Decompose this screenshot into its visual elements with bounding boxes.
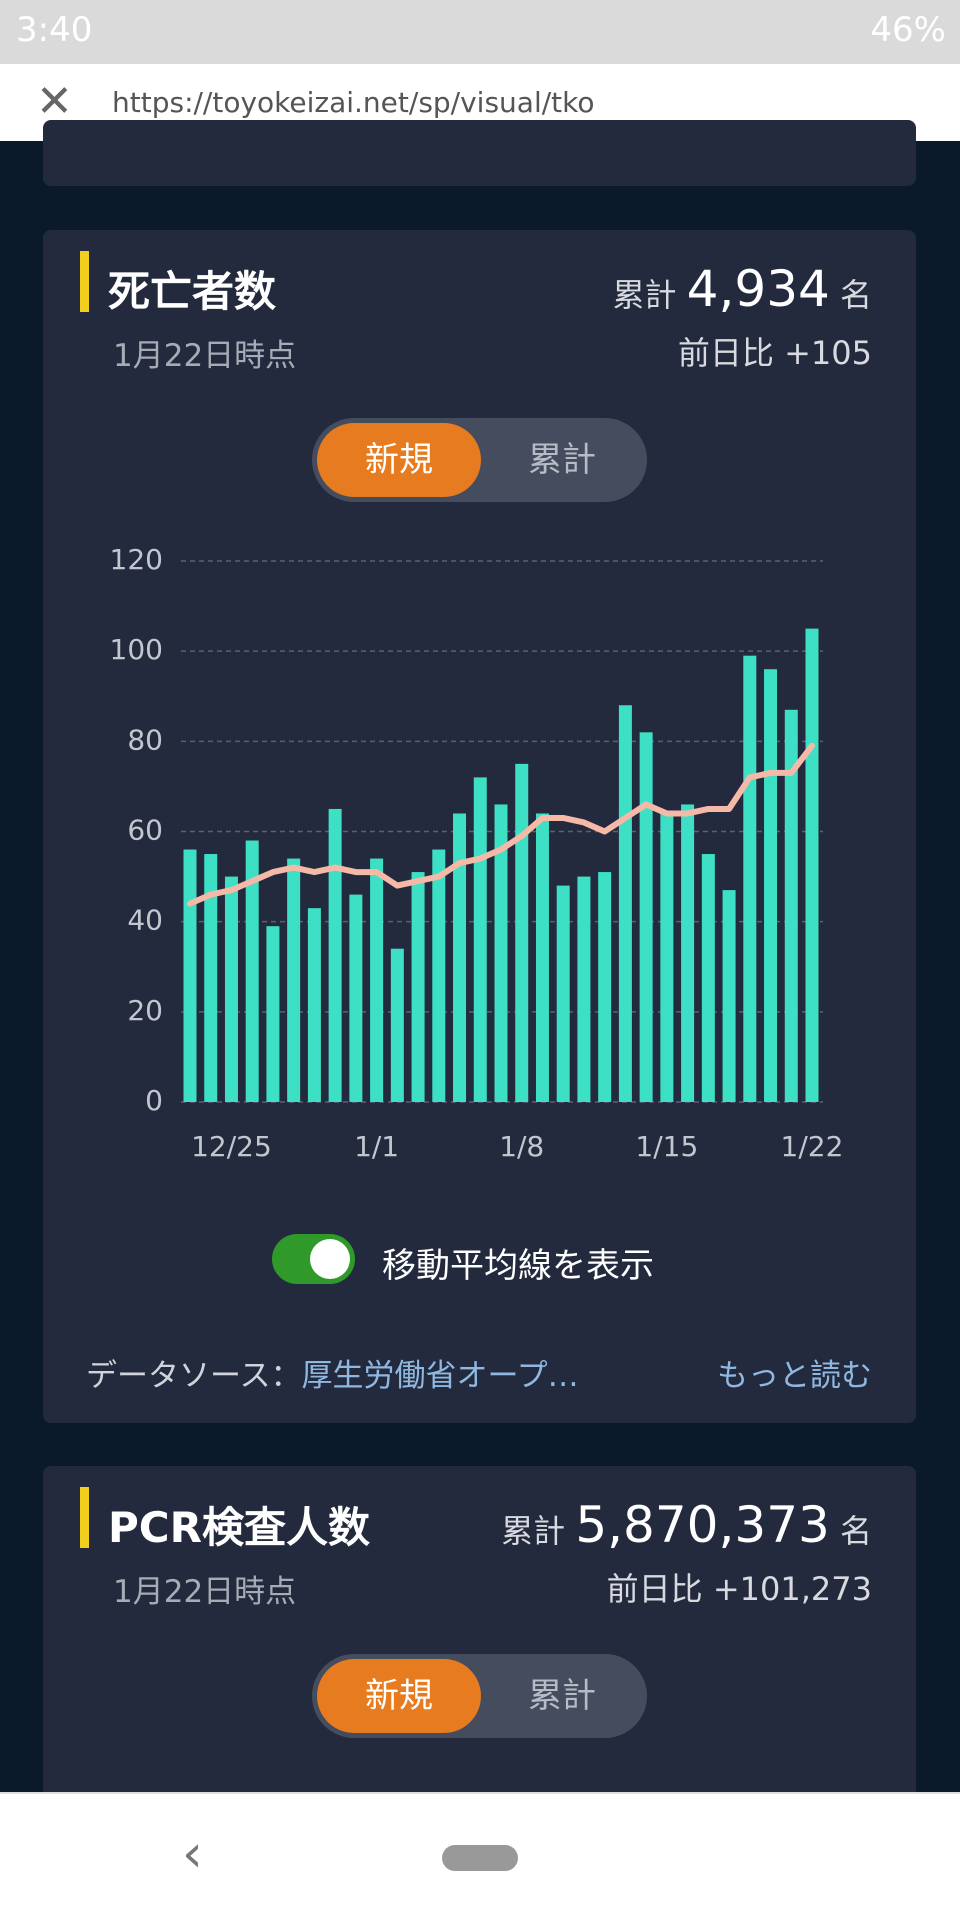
card-date: 1月22日時点	[113, 1574, 297, 1610]
battery: 46%	[870, 10, 946, 50]
source-link[interactable]: 厚生労働省オープ…	[301, 1358, 579, 1394]
card-title: 死亡者数	[108, 267, 277, 316]
bar	[618, 705, 632, 1102]
total-value: 5,870,373	[575, 1496, 830, 1554]
bar	[432, 849, 446, 1102]
x-tick-label: 1/1	[354, 1130, 399, 1163]
bar	[370, 858, 384, 1102]
bar	[701, 854, 715, 1102]
bar	[639, 732, 653, 1102]
y-tick-label: 60	[127, 814, 163, 847]
total: 累計 4,934 名	[612, 260, 872, 318]
bar	[764, 669, 778, 1102]
y-tick-label: 120	[110, 543, 163, 576]
bar	[681, 804, 695, 1102]
bar	[556, 885, 570, 1102]
bar	[224, 876, 238, 1102]
accent	[80, 1487, 89, 1548]
bar	[473, 777, 487, 1102]
bar	[660, 813, 674, 1102]
home-button[interactable]	[442, 1845, 518, 1871]
tab[interactable]: 新規	[317, 423, 481, 497]
tab[interactable]: 累計	[528, 1676, 596, 1716]
change: 前日比 +101,273	[606, 1570, 872, 1608]
status-bar: 3:40 46%	[0, 0, 960, 64]
x-tick-label: 1/15	[635, 1130, 698, 1163]
toggle-knob	[310, 1239, 350, 1279]
bar	[328, 808, 342, 1102]
bar	[494, 804, 508, 1102]
bar	[577, 876, 591, 1102]
bar	[266, 926, 280, 1102]
bar	[784, 709, 798, 1102]
change: 前日比 +105	[677, 334, 872, 372]
y-tick-label: 20	[127, 994, 163, 1027]
bar	[453, 813, 467, 1102]
toggle[interactable]	[272, 1234, 355, 1284]
source: データソース：厚生労働省オープ…	[86, 1350, 579, 1395]
time: 3:40	[16, 10, 93, 50]
bar	[743, 655, 757, 1102]
more-link[interactable]: もっと読む	[717, 1358, 872, 1394]
tab[interactable]: 新規	[317, 1659, 481, 1733]
bar	[390, 948, 404, 1102]
bar	[805, 628, 819, 1102]
x-tick-label: 1/8	[499, 1130, 544, 1163]
bar	[307, 908, 321, 1102]
toggle-label: 移動平均線を表示	[382, 1246, 654, 1286]
y-tick-label: 100	[110, 633, 163, 666]
total-value: 4,934	[686, 260, 830, 318]
bar	[411, 872, 425, 1102]
y-tick-label: 0	[145, 1084, 163, 1117]
card-title: PCR検査人数	[108, 1503, 370, 1552]
total: 累計 5,870,373 名	[501, 1496, 872, 1554]
bar	[535, 813, 549, 1102]
bar	[183, 849, 197, 1102]
bar	[722, 890, 736, 1102]
url: https://toyokeizai.net/sp/visual/tko	[112, 86, 595, 119]
bar	[598, 872, 612, 1102]
chart: 0 20 40 60 80 100 120 12/25 1/1 1/8 1/15 1/22	[110, 543, 844, 1163]
bar	[245, 840, 259, 1102]
unit: 名	[839, 276, 872, 314]
bar	[204, 854, 218, 1102]
x-tick-label: 12/25	[191, 1130, 272, 1163]
unit: 名	[839, 1512, 872, 1550]
y-tick-label: 40	[127, 904, 163, 937]
card-date: 1月22日時点	[113, 338, 297, 374]
nav-bar: ‹	[0, 1792, 960, 1922]
x-tick-label: 1/22	[781, 1130, 844, 1163]
total-label: 累計	[501, 1512, 566, 1550]
y-tick-label: 80	[127, 723, 163, 756]
total-label: 累計	[612, 276, 677, 314]
prev-card	[43, 120, 916, 186]
tabs: 新規 累計	[312, 1654, 647, 1738]
bar	[349, 894, 363, 1102]
tabs: 新規 累計	[312, 418, 647, 502]
accent	[80, 251, 89, 312]
tab[interactable]: 累計	[528, 440, 596, 480]
source-label: データソース：	[86, 1358, 302, 1394]
back-button[interactable]: ‹	[182, 1824, 203, 1884]
bar	[287, 858, 301, 1102]
bar	[515, 763, 529, 1102]
close-button[interactable]: ✕	[36, 76, 73, 127]
moving-average-line	[187, 742, 815, 907]
